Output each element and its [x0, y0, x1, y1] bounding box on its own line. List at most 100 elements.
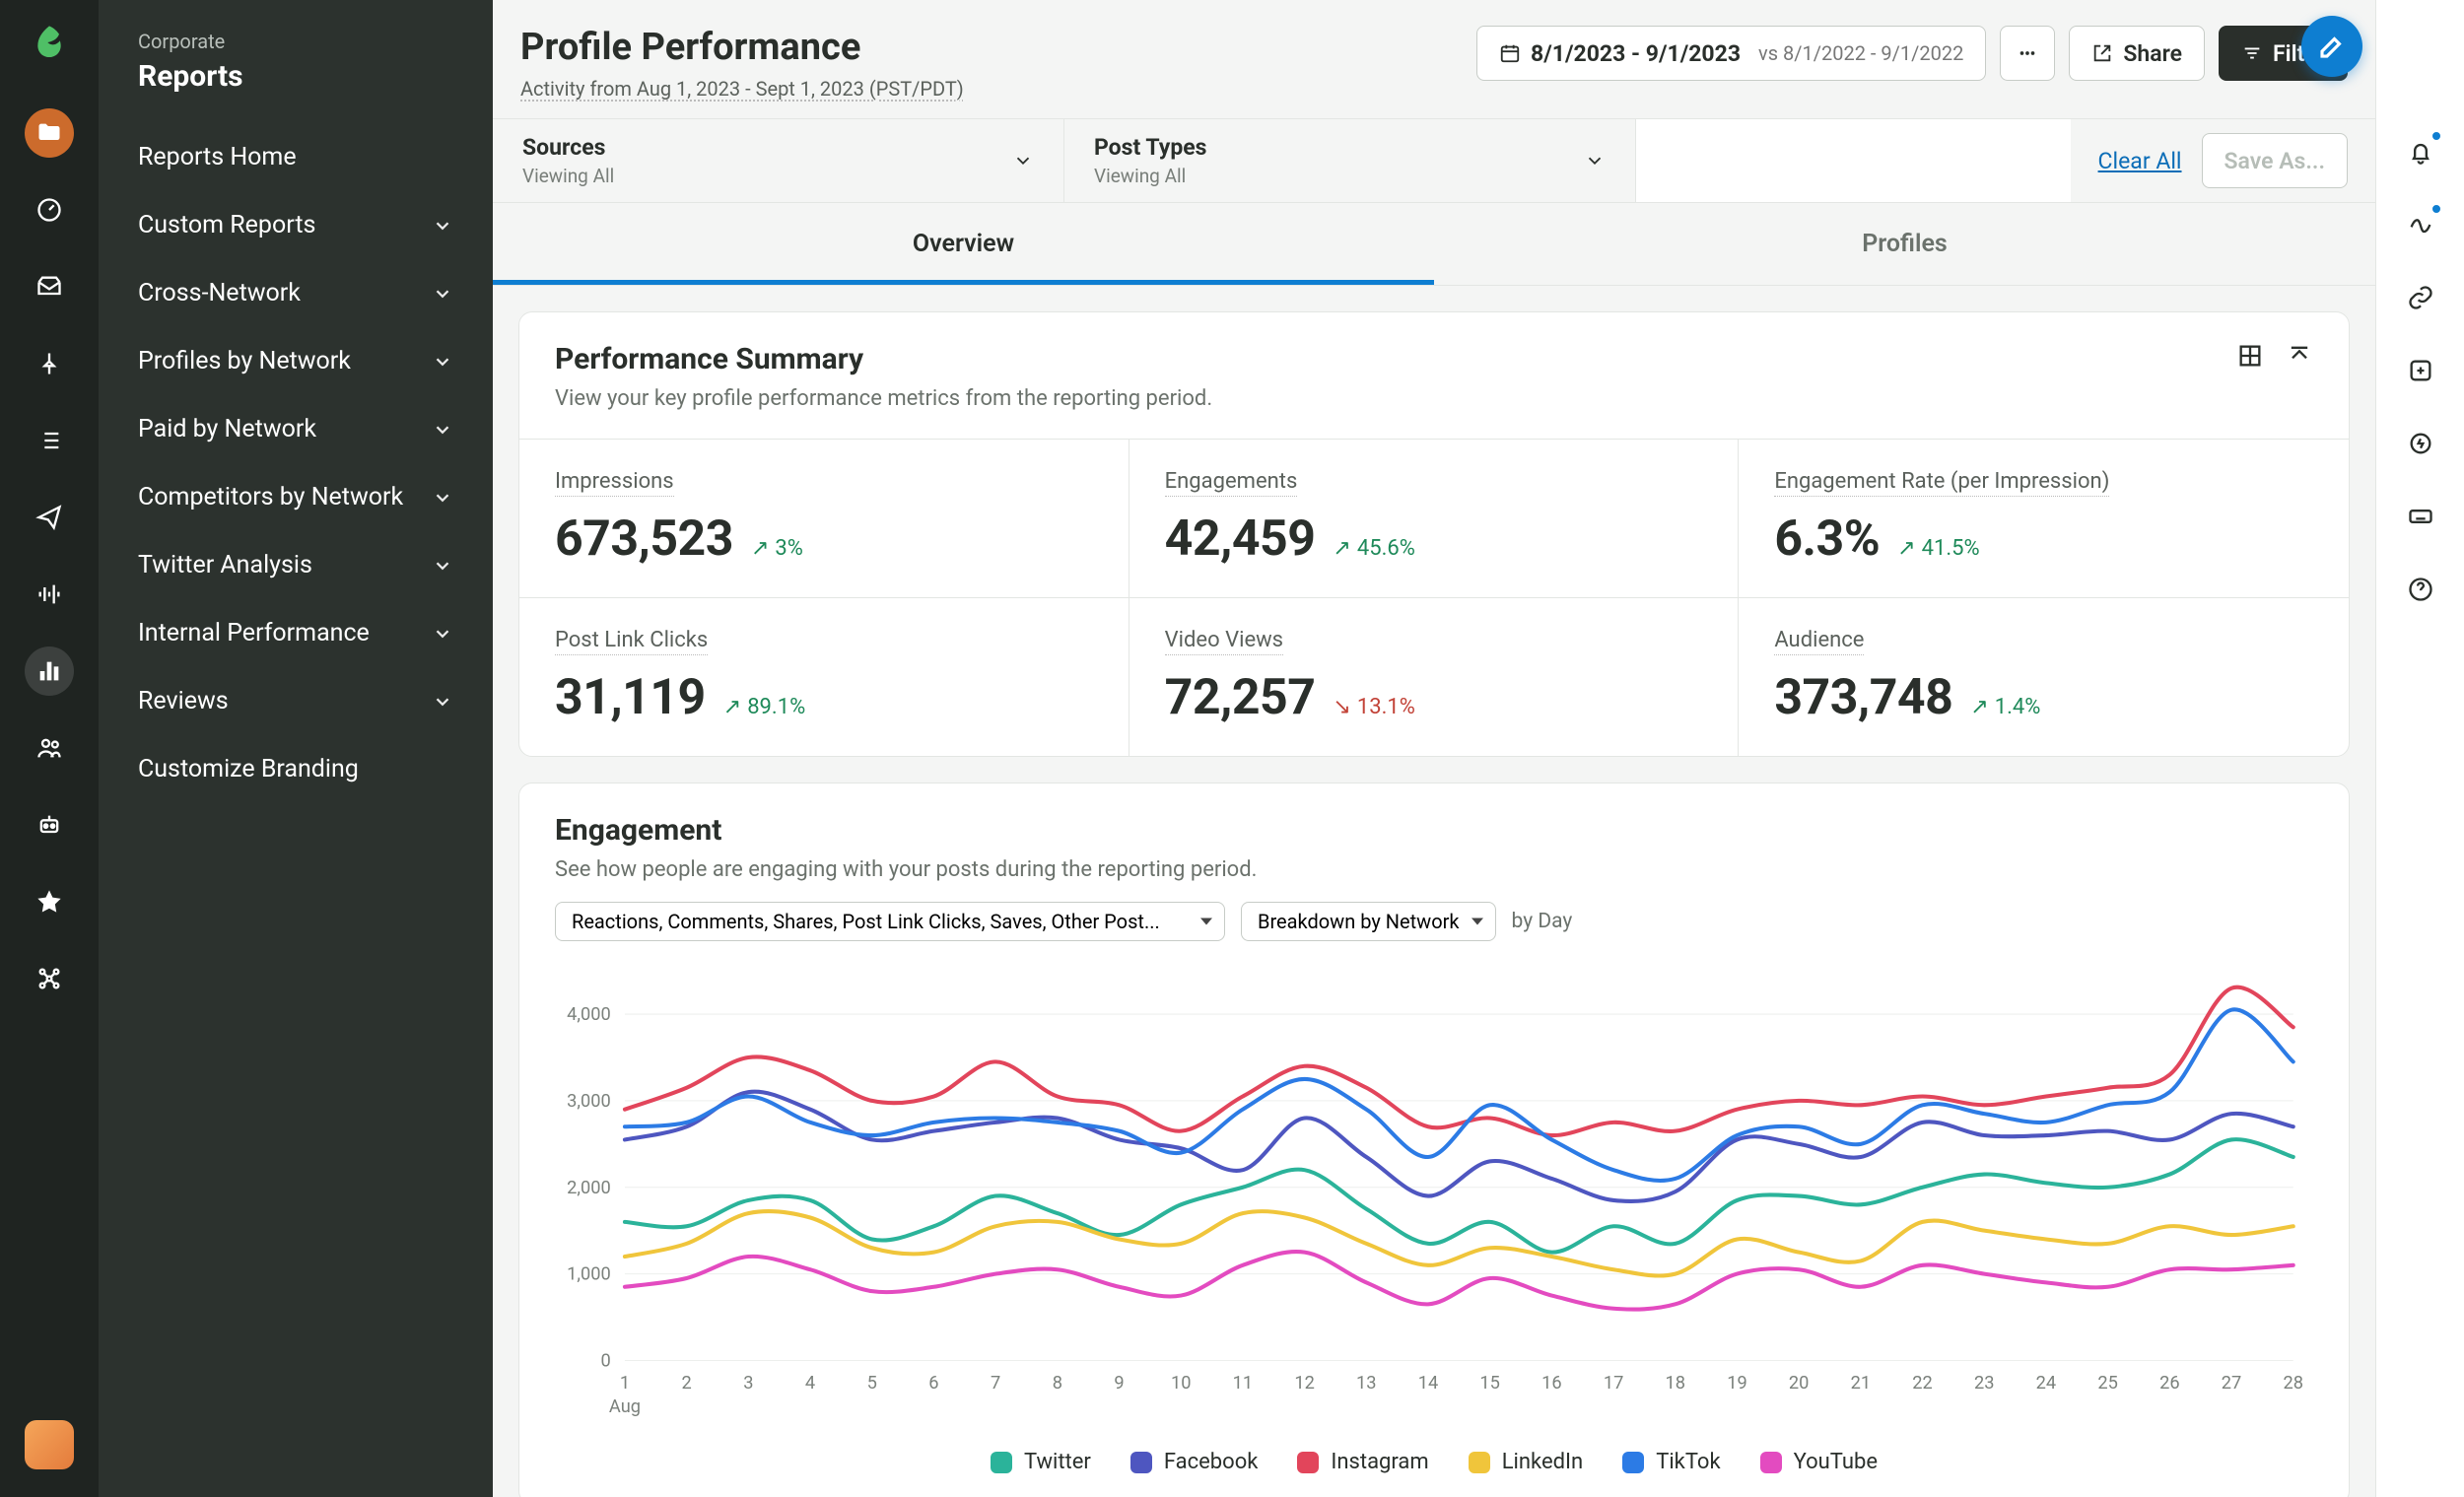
chevron-down-icon	[432, 419, 453, 441]
sidebar-item[interactable]: Custom Reports	[99, 191, 493, 259]
metrics-selector-pill[interactable]: Reactions, Comments, Shares, Post Link C…	[555, 902, 1225, 941]
svg-text:5: 5	[867, 1373, 877, 1394]
svg-text:28: 28	[2283, 1373, 2303, 1394]
svg-text:26: 26	[2159, 1373, 2180, 1394]
more-menu-button[interactable]	[2000, 26, 2055, 81]
metric-cell: Audience373,748↗1.4%	[1739, 598, 2349, 756]
nav-list-icon[interactable]	[25, 416, 74, 465]
sidebar-item[interactable]: Reports Home	[99, 123, 493, 191]
date-range-text: 8/1/2023 - 9/1/2023	[1531, 40, 1741, 67]
sidebar-item[interactable]: Customize Branding	[99, 735, 493, 803]
sidebar-item[interactable]: Competitors by Network	[99, 463, 493, 531]
legend-swatch	[991, 1452, 1012, 1473]
nav-network-icon[interactable]	[25, 954, 74, 1003]
sidebar-item[interactable]: Reviews	[99, 667, 493, 735]
svg-text:7: 7	[991, 1373, 1000, 1394]
sidebar-item[interactable]: Paid by Network	[99, 395, 493, 463]
left-icon-rail	[0, 0, 99, 1497]
svg-text:16: 16	[1541, 1373, 1562, 1394]
svg-text:23: 23	[1974, 1373, 1995, 1394]
legend-item[interactable]: YouTube	[1760, 1450, 1878, 1474]
nav-gauge-icon[interactable]	[25, 185, 74, 235]
svg-text:18: 18	[1666, 1373, 1686, 1394]
nav-pin-icon[interactable]	[25, 339, 74, 388]
nav-send-icon[interactable]	[25, 493, 74, 542]
engagement-line-chart: 01,0002,0003,0004,0001234567891011121314…	[555, 961, 2313, 1420]
legend-item[interactable]: TikTok	[1622, 1450, 1720, 1474]
activity-icon[interactable]	[2401, 205, 2440, 244]
keyboard-icon[interactable]	[2401, 497, 2440, 536]
tab-overview[interactable]: Overview	[493, 203, 1434, 285]
nav-bot-icon[interactable]	[25, 800, 74, 850]
share-button[interactable]: Share	[2069, 26, 2205, 81]
chart-legend: Twitter Facebook Instagram LinkedIn TikTok Yo…	[519, 1440, 2349, 1497]
chevron-down-icon	[1584, 150, 1606, 171]
grid-view-icon[interactable]	[2236, 342, 2264, 370]
nav-reports-icon[interactable]	[25, 646, 74, 696]
metric-cell: Video Views72,257↘13.1%	[1129, 598, 1740, 756]
tab-bar: Overview Profiles	[493, 203, 2375, 286]
page-subtitle: Activity from Aug 1, 2023 - Sept 1, 2023…	[520, 77, 964, 101]
nav-pulse-icon[interactable]	[25, 570, 74, 619]
filter-sources[interactable]: Sources Viewing All	[493, 119, 1064, 202]
compose-fab[interactable]	[2301, 16, 2362, 77]
svg-text:0: 0	[601, 1351, 611, 1372]
filter-sources-sub: Viewing All	[522, 165, 614, 187]
sidebar-item[interactable]: Profiles by Network	[99, 327, 493, 395]
nav-people-icon[interactable]	[25, 723, 74, 773]
add-panel-icon[interactable]	[2401, 351, 2440, 390]
nav-star-icon[interactable]	[25, 877, 74, 926]
date-range-picker[interactable]: 8/1/2023 - 9/1/2023 vs 8/1/2022 - 9/1/20…	[1476, 26, 1986, 81]
chevron-down-icon	[432, 487, 453, 509]
filter-posttypes-title: Post Types	[1094, 134, 1207, 161]
collapse-icon[interactable]	[2286, 342, 2313, 370]
notifications-icon[interactable]	[2401, 132, 2440, 171]
sidebar-item-label: Custom Reports	[138, 211, 315, 239]
legend-item[interactable]: Instagram	[1297, 1450, 1428, 1474]
metric-cell: Engagements42,459↗45.6%	[1129, 440, 1740, 598]
main-area: Profile Performance Activity from Aug 1,…	[493, 0, 2375, 1497]
svg-text:14: 14	[1418, 1373, 1439, 1394]
clear-all-link[interactable]: Clear All	[2098, 148, 2182, 174]
sidebar-item[interactable]: Internal Performance	[99, 599, 493, 667]
rail-bottom-tile[interactable]	[25, 1420, 74, 1469]
metric-delta: ↗41.5%	[1897, 536, 1979, 561]
legend-swatch	[1760, 1452, 1782, 1473]
metric-value: 72,257	[1165, 669, 1316, 726]
metric-label: Impressions	[555, 469, 674, 497]
svg-text:2,000: 2,000	[567, 1178, 611, 1198]
target-icon[interactable]	[2401, 424, 2440, 463]
svg-text:24: 24	[2036, 1373, 2057, 1394]
sidebar-item[interactable]: Cross-Network	[99, 259, 493, 327]
metric-value: 42,459	[1165, 510, 1316, 568]
tab-profiles[interactable]: Profiles	[1434, 203, 2375, 285]
legend-item[interactable]: LinkedIn	[1469, 1450, 1584, 1474]
svg-text:22: 22	[1912, 1373, 1933, 1394]
legend-label: TikTok	[1656, 1450, 1720, 1474]
nav-folder-icon[interactable]	[25, 108, 74, 158]
filter-post-types[interactable]: Post Types Viewing All	[1064, 119, 1636, 202]
link-icon[interactable]	[2401, 278, 2440, 317]
legend-item[interactable]: Facebook	[1130, 1450, 1259, 1474]
filter-bar: Sources Viewing All Post Types Viewing A…	[493, 118, 2375, 203]
metric-delta: ↗45.6%	[1333, 536, 1414, 561]
legend-item[interactable]: Twitter	[991, 1450, 1091, 1474]
summary-title: Performance Summary	[555, 342, 1212, 376]
svg-text:27: 27	[2222, 1373, 2242, 1394]
breakdown-selector-pill[interactable]: Breakdown by Network	[1241, 902, 1496, 941]
page-title: Profile Performance	[520, 26, 964, 69]
save-as-button[interactable]: Save As...	[2202, 133, 2348, 188]
sidebar-item-label: Internal Performance	[138, 619, 370, 647]
sidebar-item-label: Reviews	[138, 687, 229, 715]
engagement-title: Engagement	[555, 813, 1257, 848]
sidebar-item[interactable]: Twitter Analysis	[99, 531, 493, 599]
nav-inbox-icon[interactable]	[25, 262, 74, 311]
filter-sources-title: Sources	[522, 134, 614, 161]
help-icon[interactable]	[2401, 570, 2440, 609]
metric-label: Video Views	[1165, 628, 1283, 655]
svg-text:Aug: Aug	[609, 1396, 641, 1417]
chevron-down-icon	[432, 555, 453, 577]
engagement-subtitle: See how people are engaging with your po…	[555, 857, 1257, 882]
share-button-label: Share	[2123, 40, 2182, 67]
chevron-down-icon	[432, 283, 453, 305]
